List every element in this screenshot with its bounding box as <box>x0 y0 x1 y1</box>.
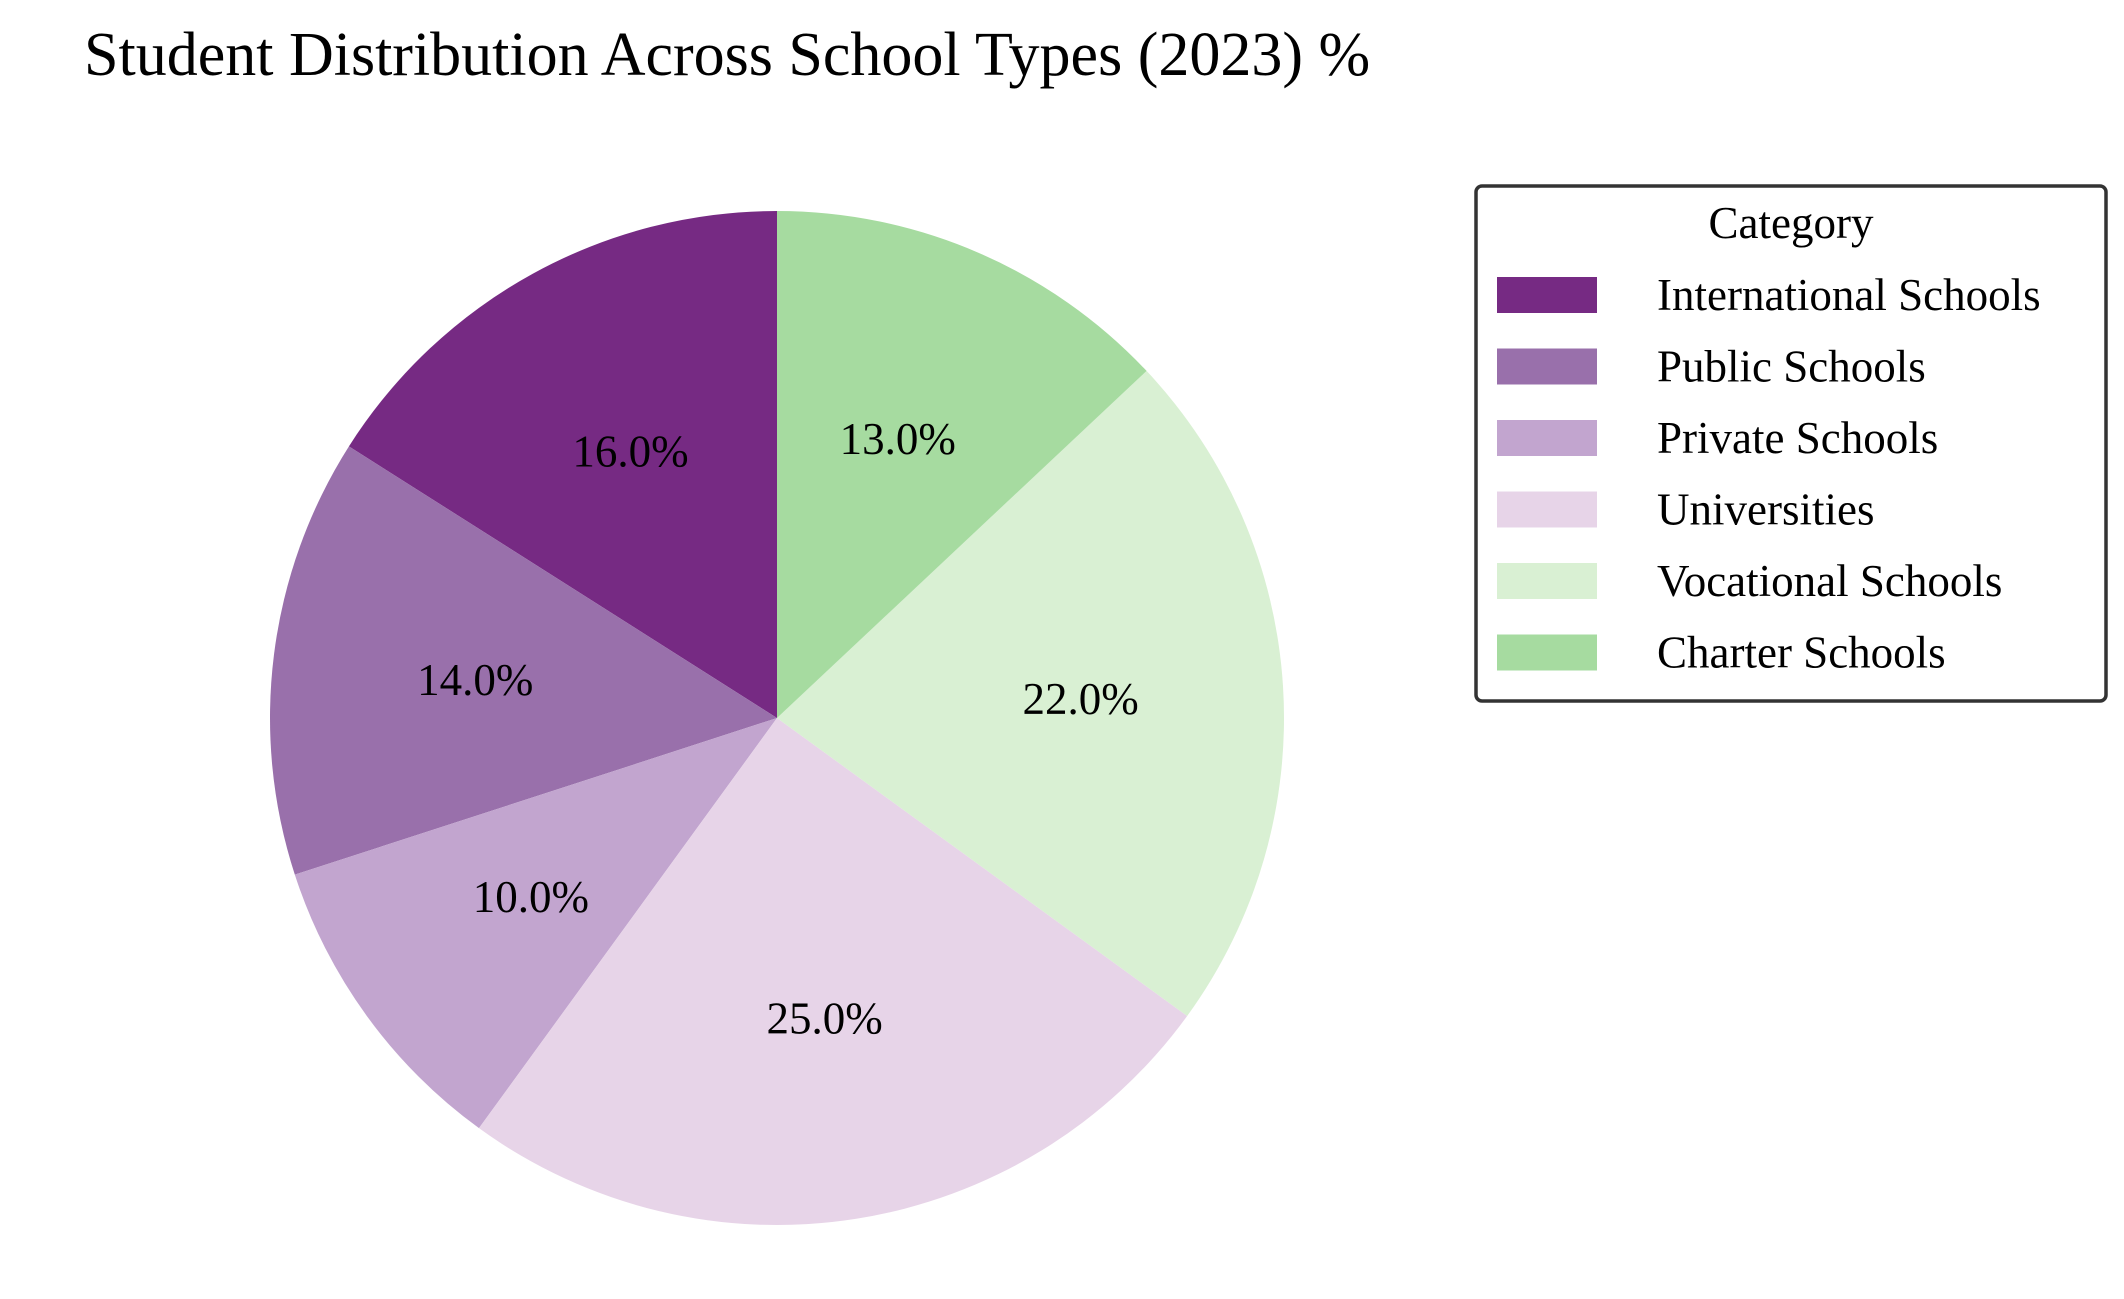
pie-value-label: 16.0% <box>572 426 688 476</box>
chart-title: Student Distribution Across School Types… <box>84 21 1371 89</box>
pie-value-label: 22.0% <box>1022 674 1138 724</box>
legend-swatch <box>1497 491 1597 528</box>
pie-slice-international-schools <box>348 211 777 718</box>
legend-label: Public Schools <box>1657 342 1926 392</box>
legend-swatch <box>1497 563 1597 599</box>
pie-slice-private-schools <box>294 718 777 1129</box>
pie-slice-vocational-schools <box>777 370 1285 1017</box>
pie-slices <box>269 211 1285 1226</box>
legend-label: Charter Schools <box>1657 628 1946 678</box>
legend-swatch <box>1497 348 1597 385</box>
pie-value-label: 14.0% <box>417 655 533 705</box>
legend-label: Private Schools <box>1657 413 1938 463</box>
legend: Category International Schools Public Sch… <box>1474 184 2108 703</box>
legend-items: International Schools Public Schools Priva… <box>1497 270 2041 678</box>
pie-value-label: 10.0% <box>473 872 589 922</box>
pie-slice-universities <box>478 718 1188 1226</box>
legend-title: Category <box>1709 198 1874 248</box>
legend-swatch <box>1497 277 1597 313</box>
legend-label: International Schools <box>1657 270 2041 320</box>
legend-label: Vocational Schools <box>1657 556 2002 606</box>
pie-slice-public-schools <box>269 446 777 875</box>
legend-swatch <box>1497 634 1597 671</box>
pie-slice-charter-schools <box>777 211 1147 718</box>
legend-label: Universities <box>1657 485 1874 535</box>
legend-swatch <box>1497 420 1597 456</box>
pie-value-label: 25.0% <box>766 994 882 1044</box>
pie-value-label: 13.0% <box>840 414 956 464</box>
pie-labels: 16.0% 14.0% 10.0% 25.0% 22.0% 13.0% <box>417 414 1139 1044</box>
legend-frame <box>1474 184 2108 703</box>
